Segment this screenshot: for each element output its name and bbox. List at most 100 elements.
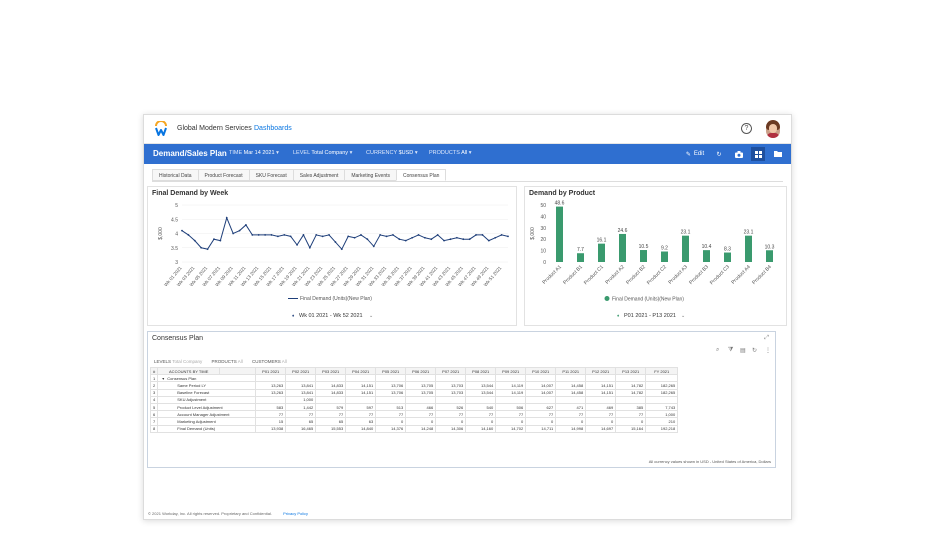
table-cell[interactable]: 14,840 <box>345 424 377 433</box>
table-cell[interactable]: 0 <box>615 417 647 426</box>
table-cell[interactable]: 526 <box>435 402 467 412</box>
table-cell[interactable]: 14,151 <box>585 381 617 390</box>
table-cell[interactable]: 506 <box>495 402 527 412</box>
table-cell[interactable]: 14,998 <box>555 424 587 433</box>
table-cell[interactable]: 14,306 <box>435 424 467 433</box>
currency-filter[interactable]: CURRENCY $USD ▾ <box>366 150 418 156</box>
column-header[interactable]: ACCOUNTS BY TIME <box>157 366 221 376</box>
table-cell[interactable]: 0 <box>525 417 557 426</box>
column-header[interactable]: P09 2021 <box>495 366 527 376</box>
table-cell[interactable] <box>285 374 317 383</box>
table-cell[interactable]: 0 <box>555 417 587 426</box>
levels-select[interactable]: Total Company <box>172 359 203 364</box>
table-cell[interactable] <box>495 395 527 404</box>
table-cell[interactable]: 77 <box>465 410 497 419</box>
table-cell[interactable]: 13,938 <box>255 424 287 433</box>
column-header[interactable]: # <box>149 366 159 376</box>
table-cell[interactable]: 466 <box>405 402 437 412</box>
table-cell[interactable]: 14,833 <box>315 388 347 397</box>
table-cell[interactable]: 14,007 <box>525 388 557 397</box>
table-cell[interactable]: 210 <box>645 417 679 426</box>
table-cell[interactable]: 14,160 <box>465 424 497 433</box>
table-cell[interactable]: 77 <box>345 410 377 419</box>
table-cell[interactable]: 13,703 <box>435 381 467 390</box>
table-row[interactable]: 8 Final Demand (Units) 13,938 16,465 15,553 1… <box>149 424 679 433</box>
refresh-icon[interactable]: ↻ <box>716 151 722 158</box>
table-cell[interactable] <box>405 395 437 404</box>
products-select[interactable]: All <box>237 359 243 364</box>
table-cell[interactable]: 13,841 <box>285 381 317 390</box>
column-header[interactable]: P07 2021 <box>435 366 467 376</box>
grid-view-icon[interactable] <box>751 147 765 161</box>
refresh-icon[interactable]: ↻ <box>752 348 758 354</box>
table-cell[interactable] <box>555 374 587 383</box>
table-cell[interactable]: 14,458 <box>555 388 587 397</box>
table-cell[interactable] <box>435 374 467 383</box>
table-cell[interactable]: 14,782 <box>615 381 647 390</box>
table-cell[interactable]: 13,841 <box>285 388 317 397</box>
table-cell[interactable]: 14,711 <box>525 424 557 433</box>
table-cell[interactable]: 14,833 <box>315 381 347 390</box>
table-cell[interactable]: 469 <box>585 402 617 412</box>
tab-sales-adjustment[interactable]: Sales Adjustment <box>292 169 345 181</box>
level-filter[interactable]: LEVEL Total Company ▾ <box>293 150 353 156</box>
table-cell[interactable]: 13,703 <box>435 388 467 397</box>
table-cell[interactable]: 77 <box>315 410 347 419</box>
table-cell[interactable]: 63 <box>345 417 377 426</box>
tab-consensus-plan[interactable]: Consensus Plan <box>396 169 447 181</box>
table-cell[interactable]: 14,119 <box>495 381 527 390</box>
column-header[interactable]: P01 2021 <box>255 366 287 376</box>
table-cell[interactable] <box>585 395 617 404</box>
table-cell[interactable]: 0 <box>375 417 407 426</box>
table-cell[interactable]: 13,544 <box>465 381 497 390</box>
products-filter[interactable]: PRODUCTS All ▾ <box>429 150 472 156</box>
tab-marketing-events[interactable]: Marketing Events <box>344 169 396 181</box>
table-cell[interactable]: 14,376 <box>375 424 407 433</box>
help-icon[interactable]: ? <box>741 123 752 134</box>
table-cell[interactable]: 16,465 <box>285 424 317 433</box>
table-cell[interactable] <box>585 374 617 383</box>
table-cell[interactable]: 7,743 <box>645 402 679 412</box>
table-cell[interactable]: 14,151 <box>585 388 617 397</box>
table-cell[interactable]: 1,442 <box>285 402 317 412</box>
table-cell[interactable]: 13,544 <box>465 388 497 397</box>
table-cell[interactable] <box>375 374 407 383</box>
table-cell[interactable]: 540 <box>465 402 497 412</box>
tab-sku-forecast[interactable]: SKU Forecast <box>248 169 293 181</box>
table-cell[interactable] <box>345 374 377 383</box>
table-cell[interactable]: 13,263 <box>255 381 287 390</box>
table-cell[interactable]: 77 <box>555 410 587 419</box>
table-cell[interactable]: 627 <box>525 402 557 412</box>
tab-product-forecast[interactable]: Product Forecast <box>197 169 249 181</box>
table-cell[interactable]: 192,218 <box>645 424 679 433</box>
table-cell[interactable]: 14,007 <box>525 381 557 390</box>
table-cell[interactable]: 579 <box>315 402 347 412</box>
table-cell[interactable] <box>435 395 467 404</box>
table-cell[interactable]: 1,000 <box>285 395 317 404</box>
table-cell[interactable]: 0 <box>405 417 437 426</box>
table-cell[interactable]: 14,697 <box>585 424 617 433</box>
column-header[interactable] <box>219 366 257 376</box>
table-cell[interactable]: 77 <box>615 410 647 419</box>
edit-button[interactable]: ✎ Edit <box>685 151 705 158</box>
column-header[interactable]: P11 2021 <box>555 366 587 376</box>
table-row[interactable]: 5 Product Level Adjustment 583 1,442 579 597 5… <box>149 402 679 412</box>
customers-select[interactable]: All <box>281 359 287 364</box>
table-cell[interactable]: 513 <box>375 402 407 412</box>
table-cell[interactable]: 77 <box>255 410 287 419</box>
table-cell[interactable] <box>525 395 557 404</box>
table-cell[interactable]: 77 <box>285 410 317 419</box>
table-cell[interactable] <box>645 374 679 383</box>
column-header[interactable]: P08 2021 <box>465 366 497 376</box>
table-cell[interactable]: 13,705 <box>405 381 437 390</box>
table-cell[interactable]: 15 <box>255 417 287 426</box>
table-cell[interactable]: 14,458 <box>555 381 587 390</box>
expand-icon[interactable]: ⤢ <box>764 335 769 341</box>
table-cell[interactable] <box>555 395 587 404</box>
column-header[interactable]: P13 2021 <box>615 366 647 376</box>
table-cell[interactable]: 583 <box>255 402 287 412</box>
table-cell[interactable] <box>375 395 407 404</box>
table-cell[interactable]: 65 <box>315 417 347 426</box>
table-cell[interactable]: 13,705 <box>405 388 437 397</box>
table-cell[interactable]: 385 <box>615 402 647 412</box>
